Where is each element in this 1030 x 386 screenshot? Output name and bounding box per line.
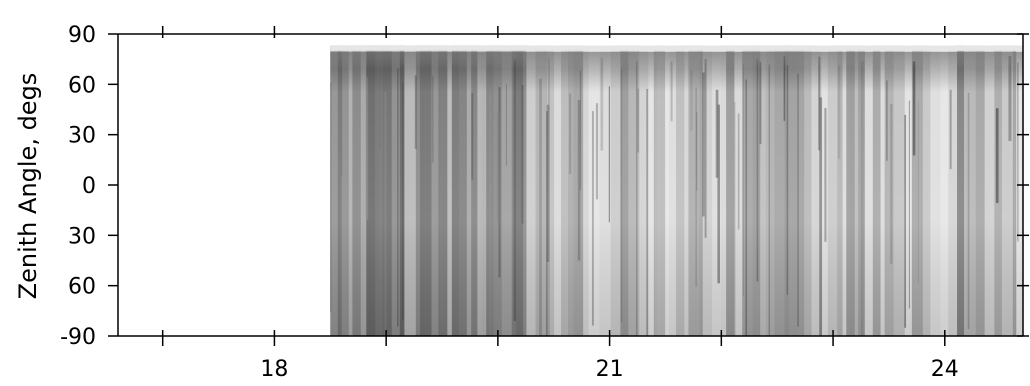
axes: 90 60 30 0 30 60 -90 18 21 24: [60, 23, 1029, 382]
y-tick-label: -90: [60, 325, 96, 350]
y-tick-label: 60: [68, 73, 96, 98]
y-tick-label: 60: [68, 275, 96, 300]
heatmap-top-edge: [330, 45, 1023, 51]
heatmap-top-shade: [330, 51, 1023, 92]
y-tick-label: 30: [68, 224, 96, 249]
heatmap-image: [330, 45, 1023, 336]
y-tick-label: 0: [82, 174, 96, 199]
x-tick-label: 24: [931, 357, 959, 381]
y-tick-label: 30: [68, 124, 96, 149]
x-tick-label: 18: [260, 357, 288, 381]
y-axis-label: Zenith Angle, degs: [14, 73, 42, 300]
x-tick-label: 21: [596, 357, 624, 381]
heatmap-shading: [330, 45, 1023, 336]
y-tick-label: 90: [68, 23, 96, 48]
